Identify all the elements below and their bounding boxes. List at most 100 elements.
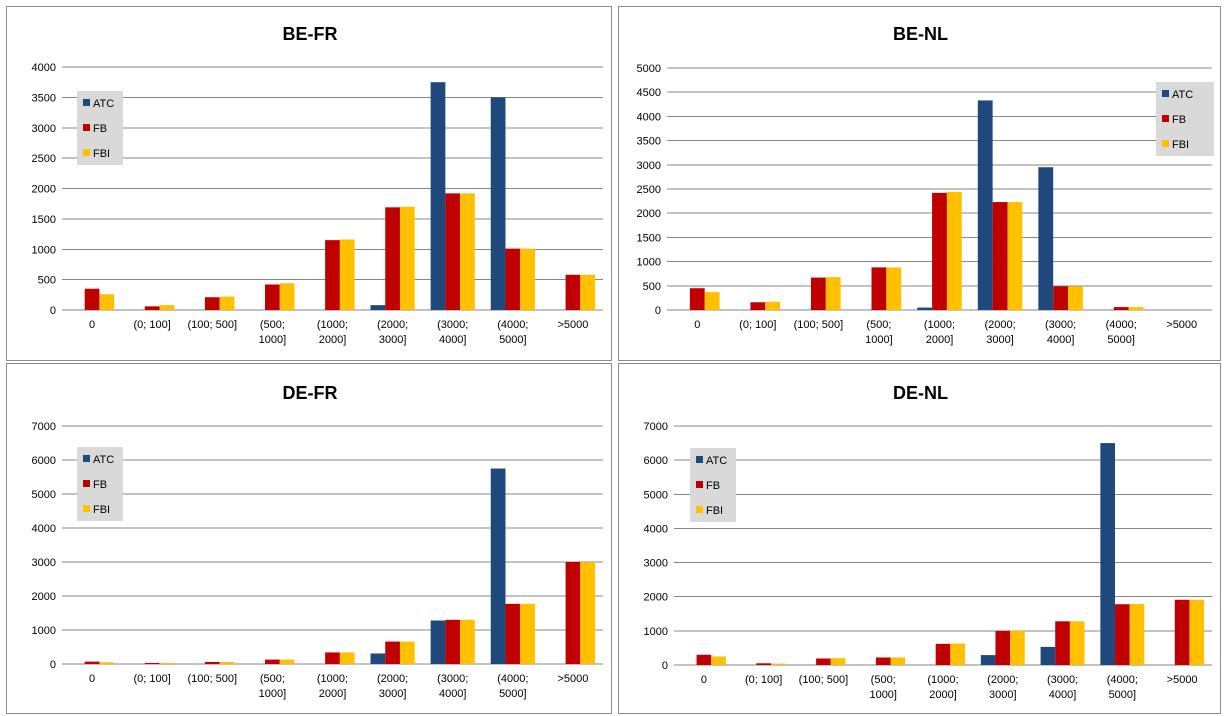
chart-de-nl: DE-NL 0 1000 2000 3000 4000 5000 6000 7000 0 (0; 1… (644, 383, 1212, 701)
x-tick-label: 0 (89, 319, 95, 331)
bar-fbi (704, 292, 720, 310)
bar-fbi (339, 652, 355, 664)
bar-fb (204, 661, 220, 664)
bar-atc (490, 97, 506, 310)
y-tick-label: 1000 (32, 244, 56, 256)
y-tick-label: 0 (655, 305, 661, 317)
chart-title: BE-NL (893, 24, 948, 44)
y-tick-label: 0 (662, 660, 668, 672)
bar-atc (977, 100, 993, 310)
bar-fb (750, 302, 766, 310)
bar-atc (370, 305, 386, 310)
bar-fb (204, 297, 220, 310)
bar-fb (932, 192, 947, 310)
bar-fb (871, 267, 887, 310)
y-tick-label: 4000 (637, 111, 661, 123)
bar-fbi (399, 641, 415, 664)
bar-fbi (770, 663, 786, 665)
x-tick-label: (2000; 3000] (377, 319, 408, 346)
bar-fbi (1069, 621, 1085, 665)
bar-fb (1053, 286, 1069, 310)
chart-title: DE-NL (893, 383, 948, 403)
bar-fb (385, 207, 400, 310)
bar-fbi (99, 662, 115, 664)
x-tick-label: (0; 100] (745, 674, 782, 686)
bar-fbi (460, 193, 475, 310)
legend-swatch-atc (1162, 90, 1169, 97)
legend-label: FB (1172, 114, 1186, 126)
legend: ATC FB FBI (77, 447, 123, 521)
bar-atc (370, 653, 386, 664)
bar-fbi (711, 656, 726, 665)
x-tick-label: (500; 1000] (259, 319, 287, 346)
bar-fbi (279, 659, 295, 664)
bar-fbi (520, 248, 535, 310)
x-tick-label: (4000; 5000] (1107, 674, 1138, 701)
legend-swatch-fb (696, 481, 703, 488)
legend-label: FBI (1172, 139, 1189, 151)
bar-atc (1040, 646, 1056, 665)
bar-atc (980, 655, 996, 665)
y-tick-label: 4000 (644, 523, 668, 535)
x-tick-label: (100; 500] (188, 673, 238, 685)
bar-atc (430, 82, 446, 310)
bar-fbi (159, 662, 175, 664)
x-tick-label: (500; 1000] (869, 674, 897, 701)
y-tick-label: 0 (50, 659, 56, 671)
bar-fb (696, 654, 712, 665)
bar-fbi (399, 206, 415, 310)
bar-fb (995, 630, 1011, 665)
y-tick-label: 5000 (32, 489, 56, 501)
bar-fb (325, 240, 340, 310)
legend-label: FBI (93, 148, 110, 160)
bar-fbi (279, 283, 295, 310)
chart-title: BE-FR (283, 24, 338, 44)
y-tick-label: 2000 (32, 184, 56, 196)
y-tick-label: 4000 (32, 62, 56, 74)
bar-fb (1174, 599, 1190, 665)
x-tick-label: >5000 (1167, 674, 1198, 686)
legend-label: FB (706, 480, 720, 492)
x-tick-label: (1000; 2000] (927, 674, 958, 701)
x-tick-label: (4000; 5000] (497, 319, 528, 346)
chart-panel-be-nl: BE-NL 0 500 1000 1500 2000 2500 3000 3500 4000 450… (618, 6, 1221, 361)
y-tick-label: 7000 (644, 421, 668, 433)
bar-fbi (765, 301, 781, 310)
y-tick-label: 1500 (637, 232, 661, 244)
bar-fbi (580, 562, 596, 664)
bar-fb (1055, 621, 1070, 665)
chart-panel-de-fr: DE-FR 0 1000 2000 3000 4000 5000 6000 7000 0 (0; 1… (6, 363, 612, 714)
chart-panel-be-fr: BE-FR 0 500 1000 1500 2000 2500 3000 3500 4000 0 (0… (6, 6, 612, 361)
legend-swatch-atc (83, 99, 90, 106)
x-tick-label: (3000; 4000] (1047, 674, 1078, 701)
chart-be-fr: BE-FR 0 500 1000 1500 2000 2500 3000 3500 4000 0 (0… (32, 24, 603, 346)
chart-be-nl: BE-NL 0 500 1000 1500 2000 2500 3000 3500 4000 450… (637, 24, 1214, 346)
x-tick-label: >5000 (1166, 319, 1197, 331)
legend: ATC FB FBI (690, 448, 736, 522)
x-tick-label: (1000; 2000] (317, 319, 348, 346)
bar-fbi (1129, 603, 1145, 665)
x-tick-label: (2000; 3000] (984, 319, 1015, 346)
legend-swatch-atc (83, 455, 90, 462)
y-tick-label: 1000 (637, 257, 661, 269)
x-tick-label: (2000; 3000] (987, 674, 1018, 701)
legend-label: FBI (93, 504, 110, 516)
y-tick-label: 4500 (637, 87, 661, 99)
x-tick-label: (0; 100] (134, 319, 171, 331)
y-tick-label: 500 (38, 275, 56, 287)
legend-label: FBI (706, 505, 723, 517)
bar-fbi (946, 191, 962, 310)
bar-fb (935, 643, 951, 665)
bar-fbi (219, 661, 235, 664)
legend: ATC FB FBI (1156, 82, 1214, 156)
x-tick-label: (1000; 2000] (317, 673, 348, 700)
y-tick-label: 0 (50, 305, 56, 317)
y-tick-label: 3000 (644, 558, 668, 570)
y-tick-label: 2500 (32, 153, 56, 165)
bar-fbi (1189, 599, 1205, 665)
x-tick-label: >5000 (557, 319, 588, 331)
y-tick-label: 3500 (637, 136, 661, 148)
bar-fbi (825, 277, 841, 310)
legend-swatch-fbi (1162, 140, 1169, 147)
bar-fb (144, 306, 160, 310)
